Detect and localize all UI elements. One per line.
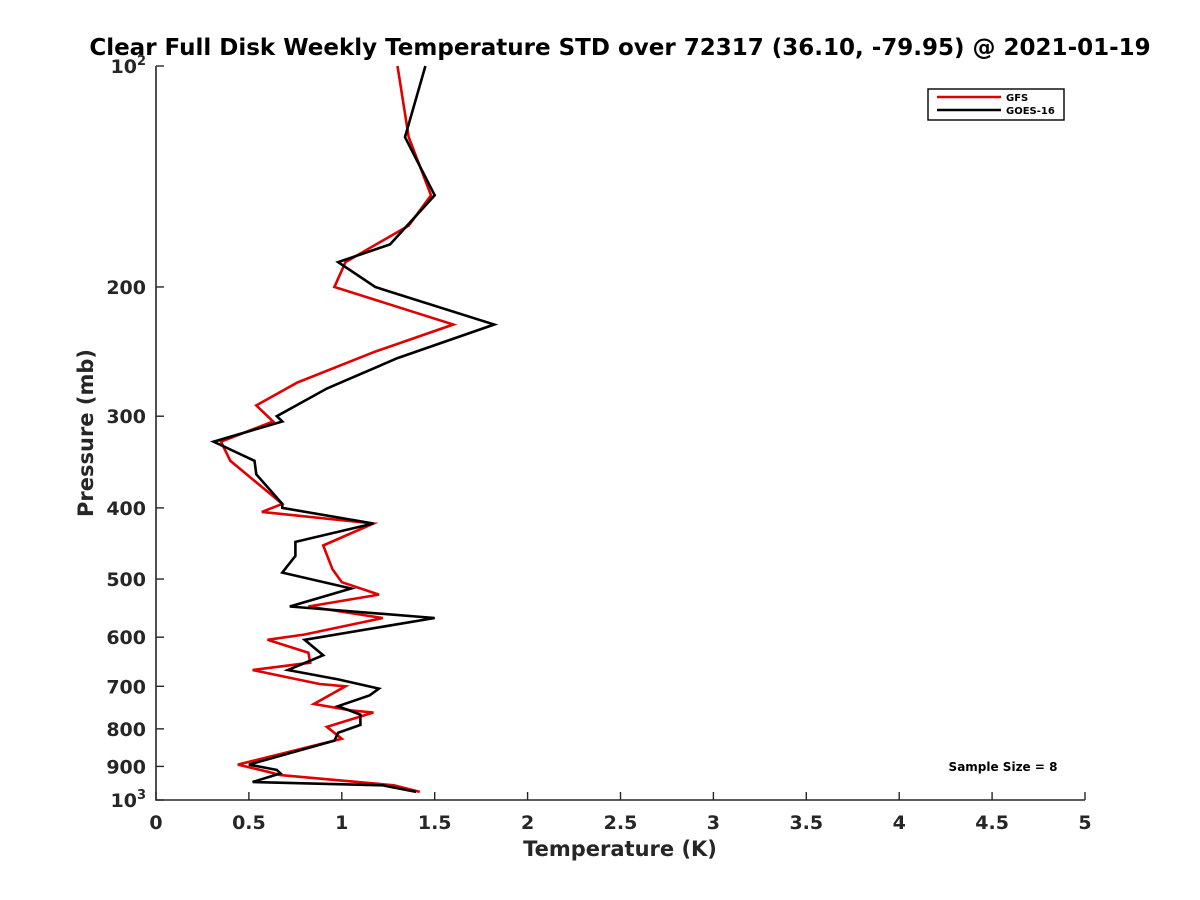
legend-label-gfs: GFS xyxy=(1006,93,1028,104)
x-tick-label: 1 xyxy=(335,812,348,834)
y-tick-label: 600 xyxy=(106,627,146,649)
x-tick-label: 4.5 xyxy=(975,812,1009,834)
x-tick-label: 4 xyxy=(893,812,906,834)
y-tick-label: 900 xyxy=(106,756,146,778)
y-tick-label: 300 xyxy=(106,406,146,428)
x-tick-label: 5 xyxy=(1078,812,1091,834)
series-line-goes-16 xyxy=(209,65,499,794)
y-tick-label: 800 xyxy=(106,719,146,741)
y-tick-label: 400 xyxy=(106,498,146,520)
y-tick-label: 500 xyxy=(106,569,146,591)
x-axis-label: Temperature (K) xyxy=(523,837,717,861)
series-line-gfs xyxy=(219,65,458,794)
x-tick-label: 3.5 xyxy=(789,812,823,834)
legend-box xyxy=(927,88,1065,121)
x-tick-label: 2.5 xyxy=(604,812,638,834)
x-tick-label: 0 xyxy=(149,812,162,834)
x-tick-label: 3 xyxy=(707,812,720,834)
y-tick-label: 200 xyxy=(106,277,146,299)
legend: GFS GOES-16 xyxy=(927,88,1065,121)
x-tick-label: 1.5 xyxy=(418,812,452,834)
x-tick-label: 2 xyxy=(521,812,534,834)
x-tick-label: 0.5 xyxy=(232,812,266,834)
x-axis-ticks: 0 0.5 1 1.5 2 2.5 3 3.5 4 4.5 5 xyxy=(149,792,1092,834)
y-tick-label: 102 xyxy=(111,54,147,78)
legend-label-goes16: GOES-16 xyxy=(1006,106,1055,117)
plot-series-group xyxy=(209,65,499,794)
y-tick-label: 103 xyxy=(111,788,147,812)
y-axis-label: Pressure (mb) xyxy=(74,349,98,517)
y-tick-label: 700 xyxy=(106,676,146,698)
y-axis-ticks: 102 200 300 400 500 600 700 800 900 103 xyxy=(106,54,164,812)
sample-size-annotation: Sample Size = 8 xyxy=(949,760,1058,774)
chart-title: Clear Full Disk Weekly Temperature STD o… xyxy=(89,35,1150,61)
